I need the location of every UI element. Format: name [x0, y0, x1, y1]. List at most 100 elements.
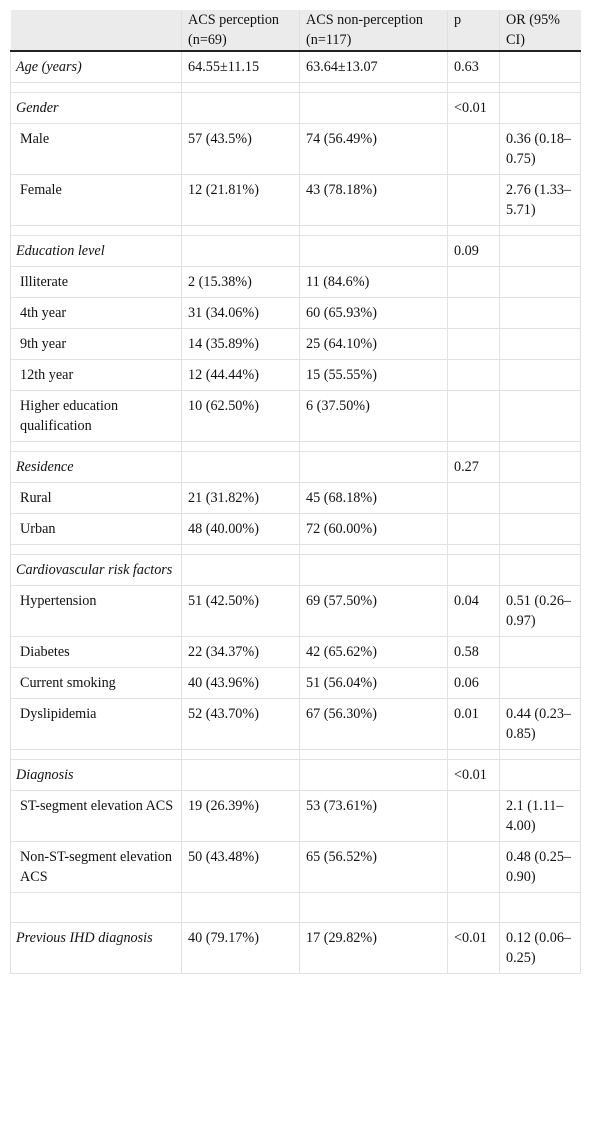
cell-p-value: <0.01 [447, 92, 500, 124]
spacer-cell [299, 544, 448, 555]
cell-p-value [447, 328, 500, 360]
spacer-cell [181, 749, 300, 760]
spacer-cell [181, 82, 300, 93]
cell-acs-non-perception [299, 92, 448, 124]
cell-odds-ratio [499, 390, 581, 442]
cell-acs-perception: 40 (79.17%) [181, 922, 300, 974]
table-row: Hypertension 51 (42.50%) 69 (57.50%) 0.04 0.… [10, 585, 581, 637]
cell-variable: Education level [10, 235, 182, 267]
cell-odds-ratio [499, 359, 581, 391]
cell-p-value [447, 482, 500, 514]
cell-p-value: 0.01 [447, 698, 500, 750]
cell-p-value [447, 841, 500, 893]
spacer-row [10, 225, 581, 236]
cell-p-value: 0.27 [447, 451, 500, 483]
cell-acs-non-perception: 60 (65.93%) [299, 297, 448, 329]
cell-acs-perception: 10 (62.50%) [181, 390, 300, 442]
cell-p-value [447, 790, 500, 842]
spacer-cell [181, 892, 300, 923]
section-row: Cardiovascular risk factors [10, 554, 581, 586]
cell-odds-ratio [499, 328, 581, 360]
cell-acs-non-perception: 65 (56.52%) [299, 841, 448, 893]
spacer-cell [10, 82, 182, 93]
cell-variable: 12th year [10, 359, 182, 391]
cell-variable: Diabetes [10, 636, 182, 668]
cell-odds-ratio: 0.36 (0.18–0.75) [499, 123, 581, 175]
cell-acs-non-perception [299, 554, 448, 586]
cell-acs-perception: 22 (34.37%) [181, 636, 300, 668]
table-row: 12th year 12 (44.44%) 15 (55.55%) [10, 359, 581, 391]
spacer-cell [299, 82, 448, 93]
section-row: Gender <0.01 [10, 92, 581, 124]
cell-odds-ratio [499, 554, 581, 586]
spacer-cell [299, 441, 448, 452]
spacer-cell [499, 82, 581, 93]
cell-p-value [447, 174, 500, 226]
cell-variable: Urban [10, 513, 182, 545]
cell-acs-non-perception: 11 (84.6%) [299, 266, 448, 298]
cell-acs-non-perception: 42 (65.62%) [299, 636, 448, 668]
table-row: Diabetes 22 (34.37%) 42 (65.62%) 0.58 [10, 636, 581, 668]
cell-variable: 9th year [10, 328, 182, 360]
cell-p-value: <0.01 [447, 759, 500, 791]
cell-acs-perception: 12 (21.81%) [181, 174, 300, 226]
table-row: Female 12 (21.81%) 43 (78.18%) 2.76 (1.33–5… [10, 174, 581, 226]
spacer-cell [499, 749, 581, 760]
cell-acs-non-perception [299, 759, 448, 791]
cell-acs-non-perception: 43 (78.18%) [299, 174, 448, 226]
section-row: Residence 0.27 [10, 451, 581, 483]
cell-acs-non-perception: 15 (55.55%) [299, 359, 448, 391]
spacer-cell [299, 892, 448, 923]
cell-variable: Current smoking [10, 667, 182, 699]
table-row: Higher education qualification 10 (62.50%… [10, 390, 581, 442]
cell-acs-perception [181, 235, 300, 267]
table-body: Age (years) 64.55±11.15 63.64±13.07 0.63 Gen… [10, 50, 581, 974]
spacer-cell [299, 749, 448, 760]
spacer-cell [10, 749, 182, 760]
cell-acs-perception: 57 (43.5%) [181, 123, 300, 175]
cell-variable: Illiterate [10, 266, 182, 298]
spacer-row [10, 892, 581, 923]
cell-acs-non-perception [299, 235, 448, 267]
table-row: Male 57 (43.5%) 74 (56.49%) 0.36 (0.18–0.75… [10, 123, 581, 175]
spacer-row [10, 82, 581, 93]
spacer-cell [499, 544, 581, 555]
cell-acs-non-perception: 53 (73.61%) [299, 790, 448, 842]
spacer-cell [10, 544, 182, 555]
cell-variable: Rural [10, 482, 182, 514]
cell-variable: Hypertension [10, 585, 182, 637]
cell-variable: Female [10, 174, 182, 226]
spacer-cell [499, 441, 581, 452]
spacer-cell [10, 441, 182, 452]
cell-acs-non-perception [299, 451, 448, 483]
results-table: ACS perception (n=69) ACS non-perception… [10, 10, 581, 974]
cell-odds-ratio: 0.51 (0.26–0.97) [499, 585, 581, 637]
header-cell-acs-non-perception: ACS non-perception (n=117) [299, 10, 448, 51]
cell-p-value: 0.63 [447, 50, 500, 83]
cell-variable: Residence [10, 451, 182, 483]
cell-variable: Male [10, 123, 182, 175]
cell-odds-ratio [499, 482, 581, 514]
spacer-cell [181, 225, 300, 236]
cell-p-value [447, 266, 500, 298]
cell-p-value: 0.04 [447, 585, 500, 637]
cell-acs-non-perception: 45 (68.18%) [299, 482, 448, 514]
cell-acs-perception: 40 (43.96%) [181, 667, 300, 699]
cell-p-value [447, 123, 500, 175]
cell-variable: Age (years) [10, 50, 182, 83]
cell-p-value: 0.09 [447, 235, 500, 267]
cell-odds-ratio [499, 667, 581, 699]
cell-acs-perception: 2 (15.38%) [181, 266, 300, 298]
cell-p-value: <0.01 [447, 922, 500, 974]
cell-acs-perception: 50 (43.48%) [181, 841, 300, 893]
cell-odds-ratio [499, 266, 581, 298]
table-row: Illiterate 2 (15.38%) 11 (84.6%) [10, 266, 581, 298]
cell-variable: Dyslipidemia [10, 698, 182, 750]
table-row: ST-segment elevation ACS 19 (26.39%) 53 (7… [10, 790, 581, 842]
spacer-row [10, 749, 581, 760]
cell-variable: ST-segment elevation ACS [10, 790, 182, 842]
cell-acs-perception: 14 (35.89%) [181, 328, 300, 360]
spacer-cell [499, 225, 581, 236]
section-row: Age (years) 64.55±11.15 63.64±13.07 0.63 [10, 50, 581, 83]
cell-variable: 4th year [10, 297, 182, 329]
